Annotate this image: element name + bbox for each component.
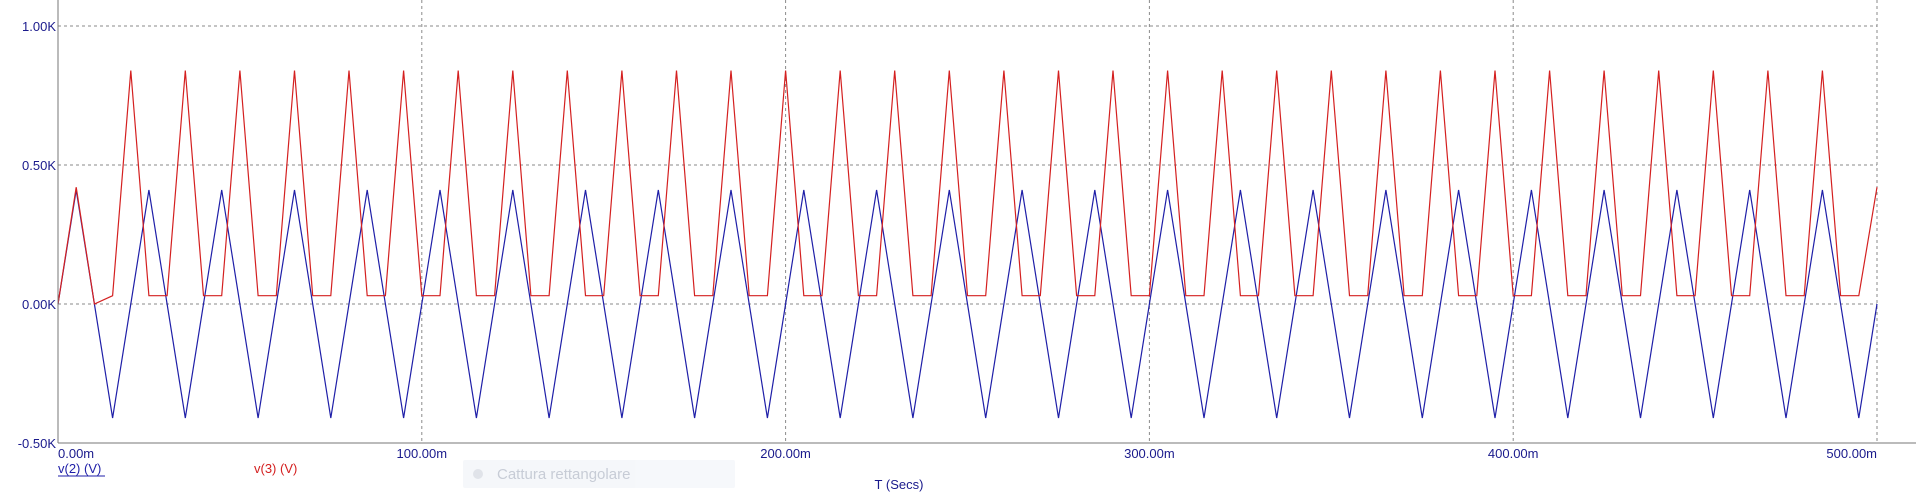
y-tick-label: -0.50K <box>18 436 57 451</box>
x-tick-label: 300.00m <box>1124 446 1175 461</box>
x-axis-label: T (Secs) <box>875 477 924 492</box>
capture-icon <box>473 469 483 479</box>
legend[interactable]: v(2) (V) v(3) (V) <box>58 461 297 477</box>
x-axis-ticks: 0.00m 100.00m 200.00m 300.00m 400.00m 500.00m <box>58 446 1877 461</box>
capture-label: Cattura rettangolare <box>497 465 631 483</box>
legend-entry-v2[interactable]: v(2) (V) <box>58 461 101 476</box>
y-tick-label: 1.00K <box>22 19 56 34</box>
series-layer <box>57 70 1878 419</box>
x-tick-label: 200.00m <box>760 446 811 461</box>
x-tick-label: 400.00m <box>1488 446 1539 461</box>
x-tick-label: 100.00m <box>397 446 448 461</box>
y-axis-ticks: 1.00K 0.50K 0.00K -0.50K <box>18 19 57 451</box>
legend-entry-v3[interactable]: v(3) (V) <box>254 461 297 476</box>
plot-frame <box>57 0 1916 444</box>
capture-tooltip: Cattura rettangolare <box>463 460 735 488</box>
y-tick-label: 0.50K <box>22 158 56 173</box>
x-tick-label: 500.00m <box>1826 446 1877 461</box>
series-line-v3 <box>57 70 1878 305</box>
x-tick-label: 0.00m <box>58 446 94 461</box>
y-tick-label: 0.00K <box>22 297 56 312</box>
grid-lines <box>57 0 1878 444</box>
